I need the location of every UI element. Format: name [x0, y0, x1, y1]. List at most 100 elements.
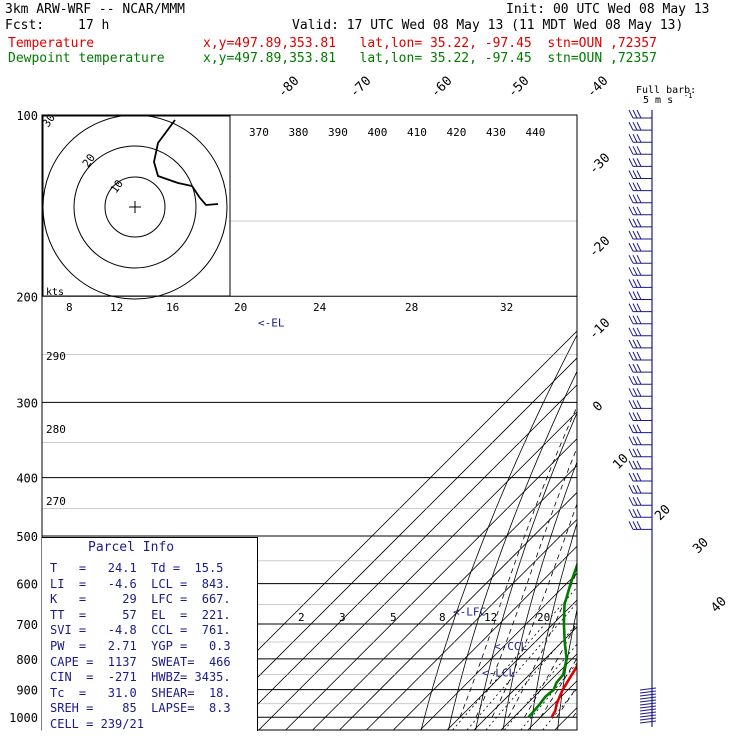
wind-barb [629, 449, 652, 457]
wind-barb [629, 146, 652, 154]
wind-barb [629, 364, 652, 372]
wind-barb [640, 703, 656, 705]
theta-e-label: 8 [66, 301, 73, 314]
parcel-info-row: TT = 57 EL = 221. [50, 608, 231, 622]
wind-barb [640, 718, 656, 720]
wind-barb [640, 712, 656, 714]
theta-label: 410 [407, 126, 427, 139]
theta-e-label: 20 [234, 301, 247, 314]
parcel-info-row: PW = 2.71 YGP = 0.3 [50, 639, 231, 653]
level-annotation: <-LCL [482, 667, 515, 680]
theta-left-label: 280 [46, 423, 66, 436]
wind-barb [629, 292, 652, 300]
isotherm-label: -20 [586, 234, 613, 261]
wind-legend-sup: -1 [684, 92, 692, 100]
wind-barb [629, 509, 652, 517]
wind-barb [629, 400, 652, 408]
wind-barb [629, 267, 652, 275]
pressure-label: 200 [16, 290, 38, 304]
pressure-label: 500 [16, 530, 38, 544]
wind-barb [629, 388, 652, 396]
wind-barb [640, 694, 656, 696]
level-annotation: <-LFC [453, 605, 486, 618]
pressure-label: 100 [16, 109, 38, 123]
level-annotation: <-EL [258, 316, 285, 329]
mixing-ratio-label: 20 [537, 611, 550, 624]
wind-barb [640, 688, 656, 690]
wind-barb [629, 219, 652, 227]
parcel-info-row: CAPE = 1137 SWEAT= 466 [50, 655, 231, 669]
pressure-label: 800 [16, 653, 38, 667]
theta-e-label: 24 [313, 301, 327, 314]
isotherm-label: 0 [590, 399, 606, 415]
parcel-info-row: T = 24.1 Td = 15.5 [50, 561, 223, 575]
isotherm-label: -10 [586, 316, 613, 343]
wind-barb [629, 158, 652, 166]
pressure-label: 1000 [9, 711, 38, 725]
wind-barb [629, 279, 652, 287]
wind-barb [629, 207, 652, 215]
mixing-ratio-label: 2 [298, 611, 305, 624]
wind-barb [629, 110, 652, 118]
parcel-info-row: SREH = 85 LAPSE= 8.3 [50, 701, 231, 715]
theta-label: 380 [289, 126, 309, 139]
wind-barb [629, 425, 652, 433]
wind-barb [629, 473, 652, 481]
wind-legend-line2: 5 m s [643, 95, 673, 106]
theta-label: 370 [249, 126, 269, 139]
wind-barb [629, 340, 652, 348]
theta-left-label: 290 [46, 350, 66, 363]
wind-barb [640, 721, 656, 723]
wind-barb [629, 231, 652, 239]
wind-barb [640, 715, 656, 717]
wind-barb [629, 122, 652, 130]
theta-label: 390 [328, 126, 348, 139]
mixing-ratio-label: 3 [339, 611, 346, 624]
wind-barb [629, 521, 652, 529]
hodograph-frame [43, 116, 230, 296]
wind-barb [629, 328, 652, 336]
parcel-info-row: K = 29 LFC = 667. [50, 592, 231, 606]
wind-barb [629, 352, 652, 360]
mixing-ratio-label: 8 [439, 611, 446, 624]
theta-e-label: 32 [500, 301, 513, 314]
wind-barb [629, 376, 652, 384]
wind-barb [629, 171, 652, 179]
pressure-label: 700 [16, 618, 38, 632]
parcel-info-row: CIN = -271 HWBZ= 3435. [50, 670, 231, 684]
theta-label: 430 [486, 126, 506, 139]
wind-barb [629, 255, 652, 263]
wind-barb [629, 497, 652, 505]
wind-barb [629, 413, 652, 421]
isotherm-label: -30 [586, 151, 613, 178]
parcel-info-row: Tc = 31.0 SHEAR= 18. [50, 686, 231, 700]
wind-barb [640, 709, 656, 711]
wind-legend: Full barb: 5 m s -1 [636, 85, 696, 106]
wind-barb [629, 134, 652, 142]
isotherm-label: -80 [275, 74, 302, 101]
wind-barb [640, 706, 656, 708]
isotherm-label: 30 [690, 535, 712, 557]
temperature-curve [552, 115, 740, 717]
pressure-label: 900 [16, 684, 38, 698]
mixing-ratio-label: 5 [390, 611, 397, 624]
isotherm-label: -40 [584, 74, 611, 101]
wind-barb [629, 461, 652, 469]
wind-barb [629, 485, 652, 493]
wind-barb [629, 243, 652, 251]
theta-e-label: 28 [405, 301, 418, 314]
parcel-info-title: Parcel Info [88, 540, 174, 555]
pressure-label: 300 [16, 396, 38, 410]
pressure-label: 600 [16, 578, 38, 592]
parcel-info-row: SVI = -4.8 CCL = 761. [50, 623, 231, 637]
theta-label: 440 [526, 126, 546, 139]
isotherm-label: 10 [610, 451, 632, 473]
wind-barb [629, 304, 652, 312]
parcel-info-row: LI = -4.6 LCL = 843. [50, 577, 231, 591]
wind-barb [629, 183, 652, 191]
pressure-label: 400 [16, 472, 38, 486]
level-annotation: <-CCL [494, 640, 527, 653]
theta-label: 400 [368, 126, 388, 139]
wind-barb [640, 691, 656, 693]
